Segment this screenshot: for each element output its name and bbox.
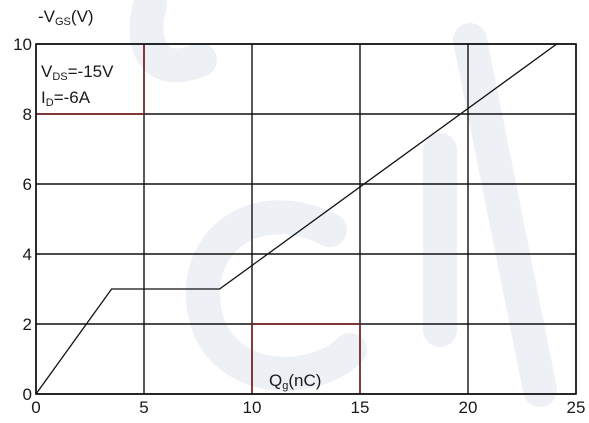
x-tick-label: 20 [459, 398, 478, 417]
condition-vds-main: V [41, 62, 53, 81]
y-tick-label: 0 [23, 385, 32, 404]
qg-label-box-highlight [251, 323, 361, 394]
series-group [36, 44, 558, 394]
conditions-box-highlight [36, 44, 145, 115]
condition-vds-value: =-15V [68, 62, 114, 81]
x-tick-label: 10 [243, 398, 262, 417]
y-tick-labels: 0 2 4 6 8 10 [13, 35, 32, 404]
x-axis-label-main: Q [269, 371, 282, 390]
y-axis-label-subscript: GS [55, 16, 71, 28]
y-tick-label: 2 [23, 315, 32, 334]
y-axis-label-suffix: (V) [71, 7, 94, 26]
y-tick-label: 4 [23, 245, 32, 264]
plot-frame [35, 43, 577, 395]
condition-id-value: =-6A [54, 88, 91, 107]
condition-id-sub: D [46, 97, 54, 109]
x-tick-label: 0 [31, 398, 40, 417]
y-tick-label: 6 [23, 175, 32, 194]
x-axis-label: Qg(nC) [269, 371, 321, 392]
y-tick-label: 8 [23, 105, 32, 124]
condition-vds-sub: DS [52, 71, 67, 83]
condition-id: ID=-6A [41, 88, 91, 109]
watermark [129, 0, 557, 407]
highlight-regions [36, 44, 361, 394]
x-tick-labels: 0 5 10 15 20 25 [31, 398, 585, 417]
x-tick-label: 25 [567, 398, 586, 417]
x-axis-label-suffix: (nC) [288, 371, 321, 390]
x-axis-label-subscript: g [282, 380, 288, 392]
y-axis-label-prefix: -V [38, 7, 56, 26]
x-tick-label: 15 [351, 398, 370, 417]
y-tick-label: 10 [13, 35, 32, 54]
y-axis-label: -VGS(V) [38, 7, 94, 28]
condition-id-main: I [41, 88, 46, 107]
condition-vds: VDS=-15V [41, 62, 114, 83]
series-line-0 [36, 44, 558, 394]
x-tick-label: 5 [139, 398, 148, 417]
